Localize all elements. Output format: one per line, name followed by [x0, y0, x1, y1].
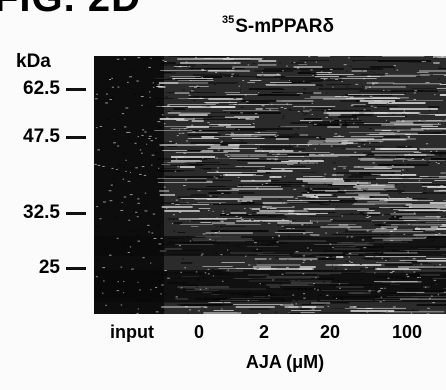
x-axis-title: AJA (μM): [245, 352, 325, 372]
lane-labels: input 0 2 20 100: [0, 322, 446, 348]
figure-label: FIG. 2D: [0, 0, 141, 21]
marker-62-5: 62.5: [0, 78, 86, 100]
lane-label-100: 100: [391, 322, 423, 342]
marker-label: 47.5: [23, 126, 60, 147]
isotope-superscript: 35: [222, 14, 235, 26]
lane-label-2: 2: [258, 322, 270, 342]
kda-unit-label: kDa: [16, 51, 51, 72]
protein-name: S-mPPARδ: [235, 16, 335, 37]
gel-bands-graphic: [94, 56, 446, 314]
marker-label: 25: [38, 257, 60, 278]
marker-32-5: 32.5: [0, 202, 86, 224]
marker-tick: [66, 266, 86, 270]
lane-label-20: 20: [319, 322, 341, 342]
lane-label-input: input: [110, 322, 154, 342]
marker-tick: [66, 87, 86, 91]
marker-label: 32.5: [23, 202, 60, 223]
gel-title: 35S-mPPARδ: [222, 14, 334, 38]
lane-label-0: 0: [193, 322, 205, 342]
marker-tick: [66, 135, 86, 139]
marker-25: 25: [0, 257, 86, 279]
gel-image: [94, 56, 446, 314]
marker-tick: [66, 211, 86, 215]
marker-47-5: 47.5: [0, 126, 86, 148]
marker-label: 62.5: [23, 78, 60, 99]
